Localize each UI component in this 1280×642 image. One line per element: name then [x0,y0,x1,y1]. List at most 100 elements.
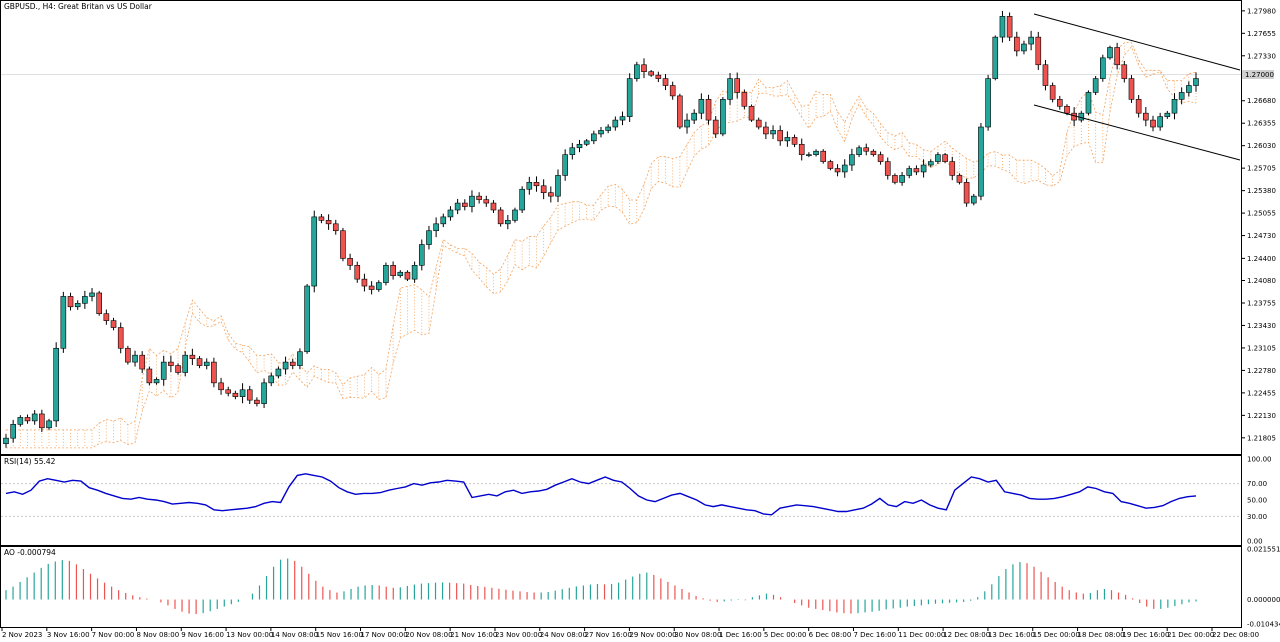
ao-tick-label: 0.021551 [1247,546,1280,554]
candle-bearish [1121,64,1128,79]
rsi-tick-label: 30.00 [1247,513,1267,521]
x-axis-labels: 2 Nov 2023 3 Nov 16:00 7 Nov 00:00 8 Nov 08… [1,628,1259,639]
candle-bullish [1028,36,1034,45]
x-tick-label: 29 Nov 00:00 [629,631,676,639]
rsi-tick-label: 70.00 [1247,480,1267,488]
candle-bullish [784,137,791,142]
candle-bullish [1186,85,1192,93]
x-tick-label: 2 Nov 2023 [2,631,42,639]
candle-bullish [275,368,282,377]
candle-bullish [906,168,913,176]
y-tick-label: 1.24080 [1247,277,1276,285]
candle-bearish [146,368,153,384]
candle-bearish [404,271,411,280]
candle-bearish [1013,36,1020,52]
candle-bullish [10,424,16,439]
candle-bearish [963,182,970,204]
x-tick-label: 7 Dec 16:00 [853,631,896,639]
candle-bearish [942,154,948,162]
x-tick-label: 5 Dec 00:00 [764,631,807,639]
candle-bullish [440,216,447,225]
y-tick-label: 1.24730 [1247,232,1276,240]
y-tick-label: 1.27655 [1247,30,1276,38]
candle-bullish [583,140,590,145]
candle-bullish [856,147,862,155]
candle-bullish [691,112,697,121]
candle-bullish [454,202,461,211]
candle-bullish [512,209,518,221]
candle-bearish [734,78,741,93]
x-tick-label: 3 Nov 16:00 [47,631,90,639]
candle-bullish [160,361,167,380]
rsi-series [5,473,1197,516]
y-tick-label: 1.25380 [1247,187,1276,195]
y-tick-label: 1.25055 [1247,210,1276,218]
candle-bullish [841,164,848,173]
rsi-tick-label: 100.00 [1247,456,1272,464]
y-tick-label: 1.24400 [1247,255,1276,263]
candle-bullish [985,78,991,128]
candle-bearish [483,199,490,204]
y-tick-label: 1.26030 [1247,142,1276,150]
candle-bullish [576,143,583,149]
candle-bullish [1092,78,1099,93]
x-tick-label: 6 Dec 08:00 [809,631,852,639]
candle-bearish [175,365,181,373]
candle-bearish [225,389,232,394]
y-tick-label: 1.25705 [1247,165,1276,173]
x-tick-label: 23 Nov 00:00 [495,631,542,639]
x-tick-label: 12 Dec 08:00 [943,631,990,639]
x-tick-label: 21 Dec 00:00 [1167,631,1214,639]
x-tick-label: 1 Dec 16:00 [719,631,762,639]
candle-bearish [677,95,683,128]
y-tick-label: 1.22455 [1247,389,1276,397]
candle-bullish [282,361,289,370]
descending-channel [1033,13,1241,161]
candle-bearish [103,313,110,321]
candle-bullish [17,417,24,425]
candle-bullish [978,126,984,197]
candle-bearish [24,417,31,422]
candle-bearish [913,168,920,173]
candle-bullish [519,188,525,211]
x-tick-label: 11 Dec 00:00 [898,631,945,639]
candle-bullish [60,296,67,349]
candle-bearish [390,265,396,276]
candle-bearish [117,327,124,349]
ao-panel-frame [0,546,1242,628]
candle-bearish [1056,99,1063,107]
candle-bullish [920,164,927,173]
candle-bullish [619,116,626,121]
channel-upper-line[interactable] [1033,13,1241,71]
candle-bullish [297,351,303,366]
candle-bearish [461,202,468,207]
candle-bearish [1143,112,1149,121]
candle-bullish [153,379,160,384]
candle-bearish [347,258,353,266]
x-tick-label: 13 Nov 00:00 [226,631,273,639]
candle-bullish [203,361,210,366]
candle-bearish [655,74,662,79]
ao-title: AO -0.000794 [4,548,56,557]
candle-bullish [1021,43,1027,52]
candle-bullish [89,292,95,297]
x-tick-label: 17 Nov 00:00 [361,631,408,639]
y-tick-label: 1.27980 [1247,7,1276,15]
candle-bearish [476,195,482,200]
senkou-span-a [6,42,1197,431]
channel-lower-line[interactable] [1033,104,1241,161]
x-tick-label: 9 Nov 16:00 [181,631,224,639]
candle-bullish [426,230,432,245]
candle-bullish [1107,47,1113,59]
candle-bullish [268,375,275,384]
candle-bullish [411,265,418,280]
candle-bullish [698,99,705,114]
candle-bullish [720,99,726,135]
candle-bearish [332,223,339,232]
candle-bearish [863,147,870,152]
candle-bullish [447,209,454,218]
candle-bullish [433,223,439,232]
candle-bearish [354,265,361,280]
candle-bullish [899,175,905,183]
